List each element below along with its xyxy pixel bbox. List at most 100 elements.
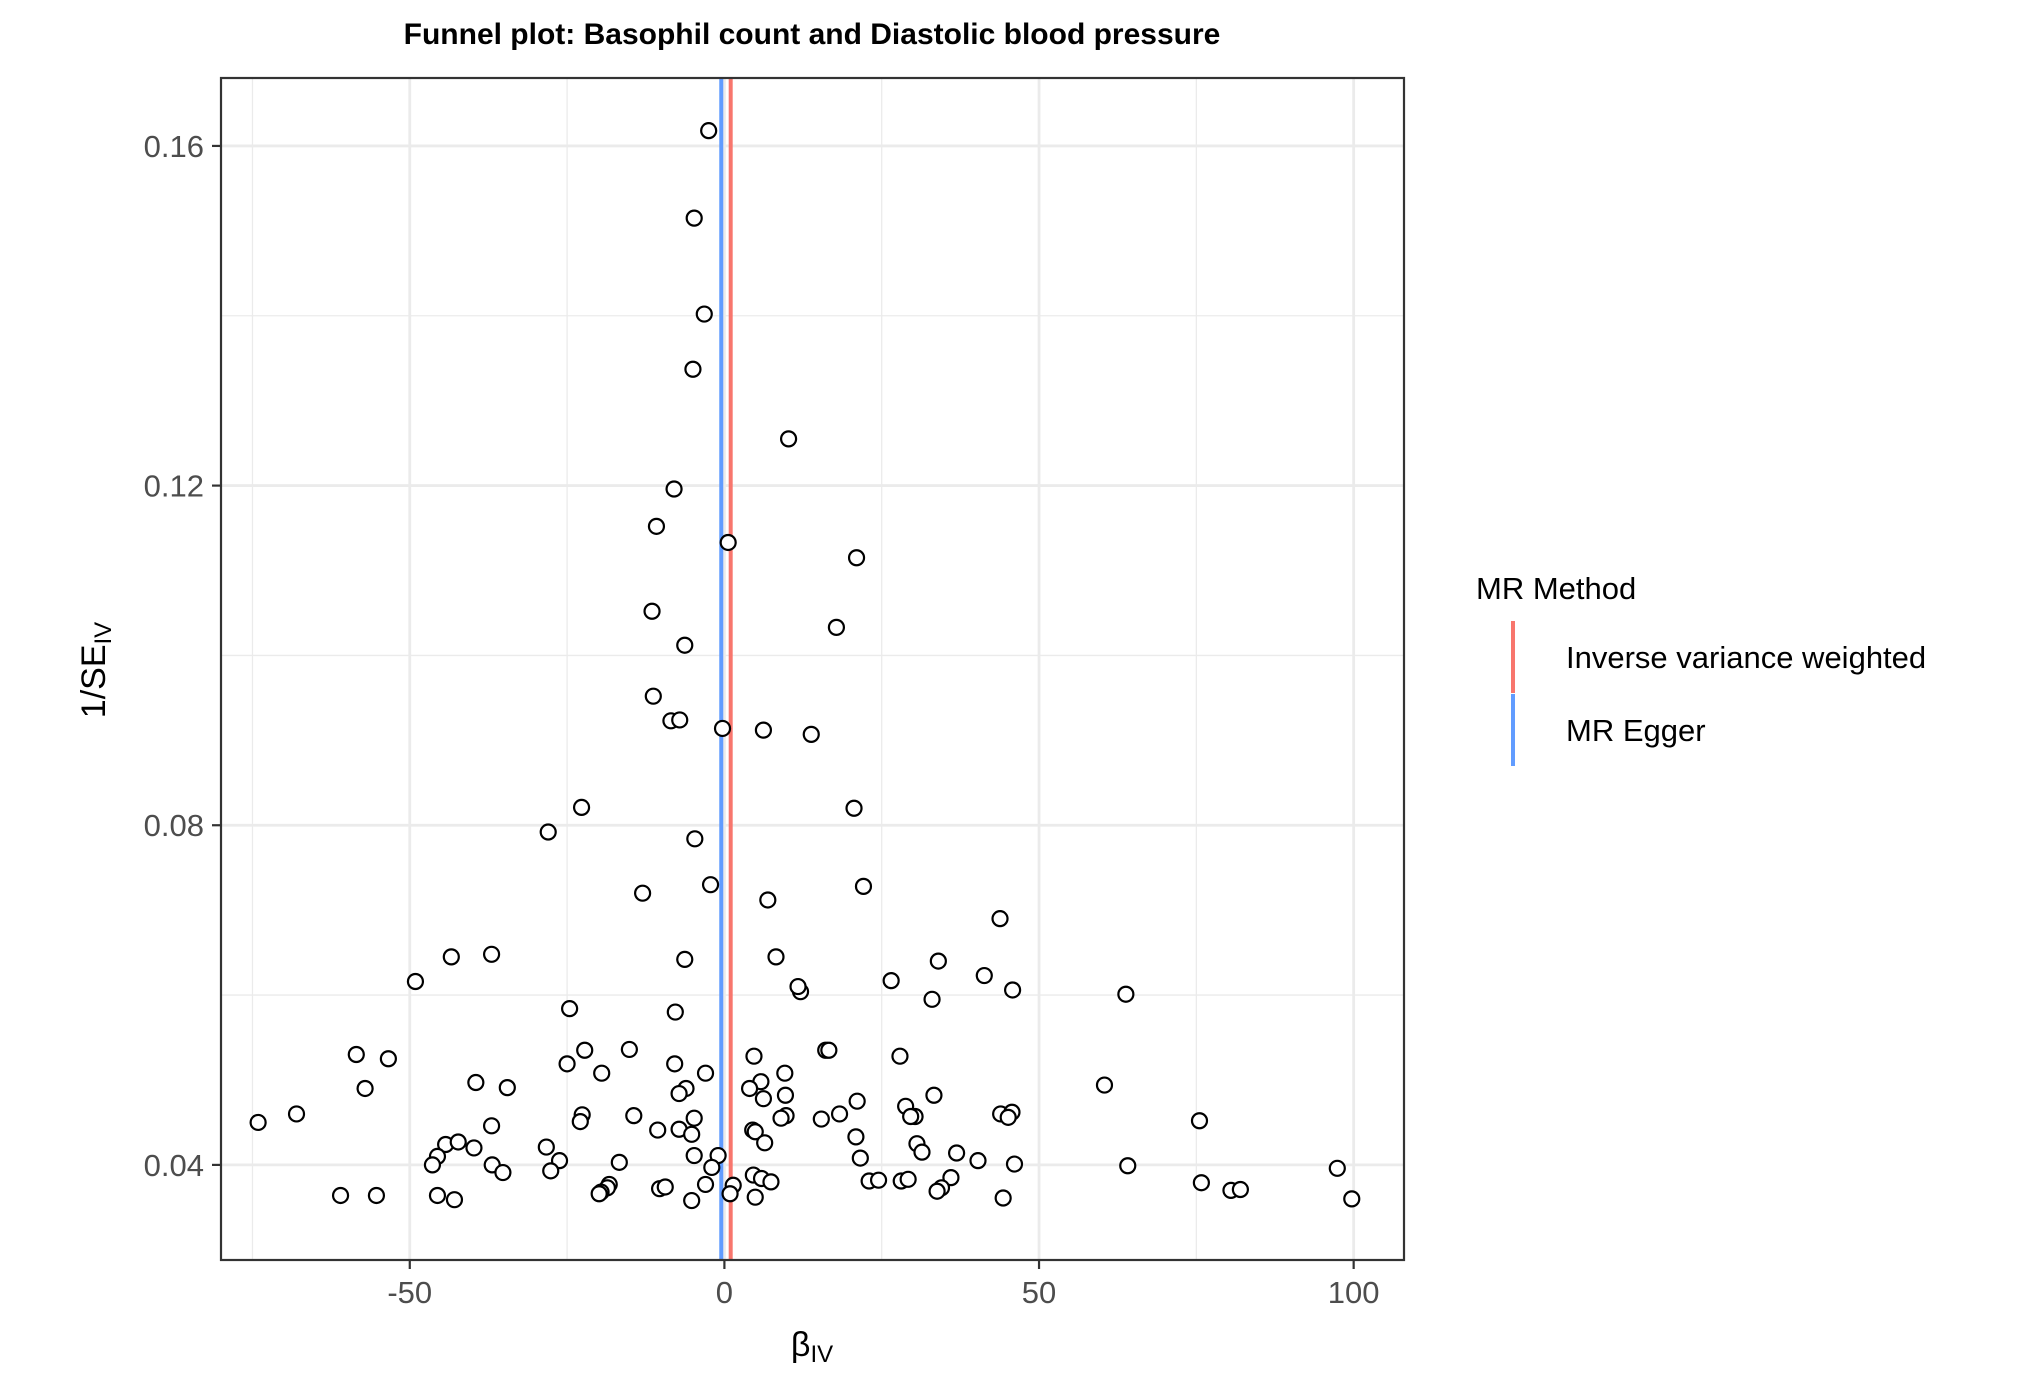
data-point bbox=[442, 948, 460, 966]
legend: MR Method Inverse variance weighted MR E… bbox=[1476, 571, 1926, 766]
legend-title: MR Method bbox=[1476, 571, 1636, 606]
data-point bbox=[754, 721, 773, 739]
data-point bbox=[999, 1108, 1017, 1126]
data-point bbox=[406, 972, 425, 991]
data-point bbox=[670, 1084, 688, 1103]
data-point bbox=[666, 1003, 684, 1021]
data-point bbox=[899, 1170, 917, 1188]
data-point bbox=[719, 533, 737, 552]
data-point bbox=[542, 1162, 560, 1180]
x-tick-label: 0 bbox=[716, 1275, 733, 1310]
data-point bbox=[701, 876, 720, 894]
data-point bbox=[593, 1064, 611, 1082]
data-point bbox=[676, 636, 694, 654]
data-point bbox=[772, 1109, 790, 1127]
data-point bbox=[767, 948, 785, 966]
data-point bbox=[1117, 985, 1135, 1003]
data-point bbox=[537, 1138, 555, 1156]
data-point bbox=[991, 910, 1009, 928]
data-point bbox=[482, 945, 501, 963]
data-point bbox=[649, 1121, 667, 1139]
data-point bbox=[789, 977, 807, 996]
data-point bbox=[1231, 1180, 1249, 1199]
data-point bbox=[812, 1110, 830, 1128]
data-point bbox=[249, 1113, 267, 1132]
data-point bbox=[847, 549, 866, 567]
data-point bbox=[656, 1178, 674, 1196]
data-point bbox=[891, 1047, 909, 1065]
data-point bbox=[776, 1086, 795, 1104]
data-points bbox=[249, 122, 1361, 1210]
data-point bbox=[913, 1143, 931, 1161]
legend-label-ivw: Inverse variance weighted bbox=[1566, 640, 1926, 675]
data-point bbox=[802, 725, 820, 743]
data-point bbox=[572, 798, 591, 817]
data-point bbox=[561, 1000, 579, 1018]
data-point bbox=[1004, 981, 1022, 999]
data-point bbox=[379, 1050, 397, 1068]
data-point bbox=[830, 1105, 849, 1123]
data-point bbox=[465, 1139, 483, 1157]
data-point bbox=[620, 1040, 638, 1059]
data-point bbox=[700, 122, 718, 140]
data-point bbox=[746, 1188, 764, 1206]
data-point bbox=[929, 952, 947, 970]
data-point bbox=[994, 1189, 1012, 1207]
data-point bbox=[756, 1134, 774, 1152]
plot-border bbox=[219, 76, 1406, 1262]
method-lines bbox=[719, 78, 733, 1260]
data-point bbox=[1119, 1157, 1137, 1175]
data-point bbox=[759, 891, 777, 909]
chart-title: Funnel plot: Basophil count and Diastoli… bbox=[404, 18, 1221, 51]
data-point bbox=[449, 1133, 467, 1151]
data-point bbox=[847, 1128, 865, 1146]
y-axis-label-main: 1/SE bbox=[75, 644, 113, 718]
data-point bbox=[779, 430, 798, 448]
data-point bbox=[1005, 1155, 1024, 1173]
data-point bbox=[746, 1123, 764, 1141]
data-point bbox=[634, 884, 652, 902]
data-point bbox=[696, 1064, 715, 1082]
y-tick-label: 0.16 bbox=[144, 129, 204, 164]
data-point bbox=[685, 1146, 703, 1165]
data-point bbox=[571, 1112, 589, 1131]
data-point bbox=[494, 1163, 512, 1182]
data-point bbox=[666, 1055, 684, 1073]
data-point bbox=[576, 1041, 594, 1059]
data-point bbox=[882, 972, 900, 990]
data-point bbox=[1190, 1112, 1209, 1130]
data-point bbox=[445, 1191, 464, 1209]
data-point bbox=[683, 1125, 701, 1143]
legend-label-egger: MR Egger bbox=[1566, 713, 1706, 748]
data-point bbox=[928, 1182, 946, 1200]
data-point bbox=[671, 711, 689, 729]
x-tick-label: 50 bbox=[1022, 1275, 1056, 1310]
data-point bbox=[969, 1152, 987, 1170]
data-point bbox=[684, 360, 702, 378]
y-axis-label: 1/SEIV bbox=[75, 622, 117, 718]
data-point bbox=[644, 687, 662, 705]
data-point bbox=[539, 823, 557, 841]
data-point bbox=[1328, 1159, 1346, 1177]
data-point bbox=[947, 1144, 966, 1162]
data-point bbox=[356, 1079, 374, 1098]
data-point bbox=[851, 1149, 869, 1167]
data-point bbox=[610, 1153, 628, 1171]
data-point bbox=[1343, 1190, 1361, 1208]
data-point bbox=[869, 1171, 888, 1189]
data-point bbox=[820, 1041, 838, 1059]
data-point bbox=[558, 1055, 576, 1073]
plot-panel bbox=[221, 78, 1404, 1260]
x-tick-label: -50 bbox=[387, 1275, 432, 1310]
y-tick-label: 0.04 bbox=[144, 1148, 204, 1183]
data-point bbox=[1095, 1076, 1114, 1094]
data-point bbox=[685, 1109, 703, 1127]
data-point bbox=[740, 1079, 759, 1098]
y-axis-ticks: 0.04 0.08 0.12 0.16 bbox=[144, 129, 221, 1183]
data-point bbox=[590, 1185, 608, 1203]
y-tick-label: 0.08 bbox=[144, 808, 204, 843]
data-point bbox=[625, 1107, 643, 1125]
x-axis-ticks: -50 0 50 100 bbox=[387, 1260, 1380, 1310]
data-point bbox=[827, 618, 846, 636]
data-point bbox=[331, 1186, 350, 1205]
